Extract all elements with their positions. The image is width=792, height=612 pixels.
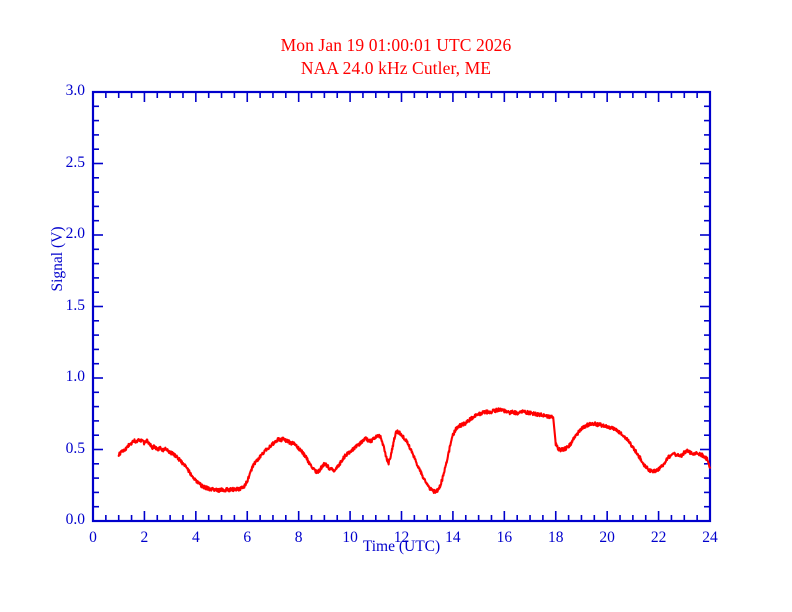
y-tick-label: 0.0 [65, 511, 85, 528]
x-axis-title: Time (UTC) [362, 538, 441, 555]
signal-trace [117, 407, 712, 494]
x-tick-label: 12 [393, 529, 410, 546]
y-tick-label: 0.5 [65, 439, 85, 457]
x-tick-label: 0 [89, 529, 97, 546]
chart-title: Mon Jan 19 01:00:01 UTC 2026 NAA 24.0 kH… [0, 34, 792, 80]
x-tick-label: 4 [191, 529, 200, 546]
x-tick-label: 10 [342, 529, 358, 546]
x-tick-label: 20 [599, 529, 615, 546]
y-tick-label: 3.0 [65, 82, 85, 99]
y-axis-title: Signal (V) [49, 226, 66, 292]
x-tick-label: 2 [140, 529, 149, 546]
y-tick-label: 2.5 [65, 153, 85, 171]
x-tick-label: 16 [496, 529, 513, 546]
x-tick-label: 8 [294, 529, 303, 546]
x-tick-label: 24 [702, 529, 718, 546]
x-tick-label: 22 [650, 529, 667, 546]
title-line-station: NAA 24.0 kHz Cutler, ME [300, 58, 492, 78]
y-tick-label: 2.0 [65, 225, 85, 242]
y-tick-label: 1.5 [65, 296, 85, 314]
x-tick-label: 6 [243, 529, 252, 546]
x-tick-label: 18 [548, 529, 564, 546]
plot-frame [91, 90, 712, 523]
y-tick-label: 1.0 [65, 368, 85, 385]
title-line-timestamp: Mon Jan 19 01:00:01 UTC 2026 [280, 35, 512, 55]
y-axis-ticks [93, 91, 710, 522]
x-tick-label: 14 [445, 529, 461, 546]
x-axis-ticks [92, 92, 711, 521]
